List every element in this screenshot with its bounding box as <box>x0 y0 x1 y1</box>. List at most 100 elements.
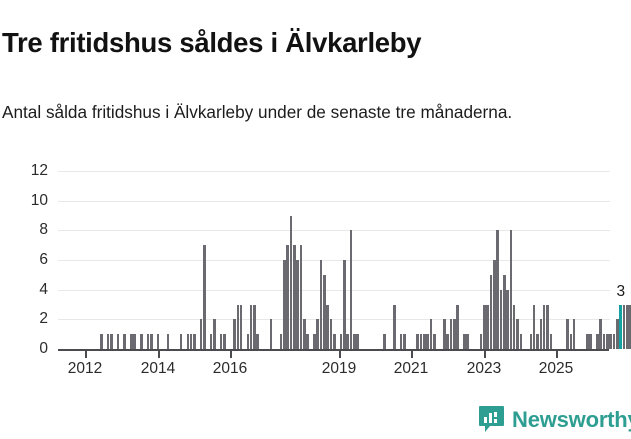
bar <box>179 334 183 349</box>
bar <box>479 334 483 349</box>
bar <box>416 334 419 349</box>
bar <box>116 334 120 349</box>
bar <box>209 334 213 349</box>
bar <box>586 334 589 349</box>
bar <box>596 334 599 349</box>
bar <box>199 319 203 349</box>
bar <box>462 334 466 349</box>
bar <box>466 334 469 349</box>
bar <box>529 334 533 349</box>
bar <box>509 230 513 349</box>
bar <box>203 245 206 349</box>
bar <box>249 304 253 349</box>
bar <box>532 304 536 349</box>
bar <box>329 319 333 349</box>
bar <box>146 334 150 349</box>
bar <box>542 304 546 349</box>
bar <box>286 245 290 349</box>
bar <box>446 334 449 349</box>
bar <box>189 334 193 349</box>
bar <box>442 319 446 349</box>
bar <box>612 334 616 349</box>
bar <box>626 304 629 349</box>
bar <box>316 319 320 349</box>
bar <box>616 319 619 349</box>
bar <box>99 334 103 349</box>
bar <box>606 334 609 349</box>
y-tick-label: 6 <box>39 251 48 268</box>
bar <box>589 334 593 349</box>
bar <box>303 319 306 349</box>
x-tick-mark <box>230 351 232 358</box>
bar <box>496 230 499 349</box>
gridline-6 <box>58 260 610 261</box>
x-tick-mark <box>556 351 558 358</box>
logo-wordmark: Newsworthy <box>512 406 631 432</box>
bar <box>572 319 576 349</box>
x-tick-label: 2019 <box>321 360 357 377</box>
bar <box>599 319 603 349</box>
bar <box>253 304 256 349</box>
gridline-2 <box>58 319 610 321</box>
bar <box>539 319 543 349</box>
page-title: Tre fritidshus såldes i Älvkarleby <box>2 27 422 59</box>
bar <box>339 334 343 349</box>
bar <box>399 334 403 349</box>
bar <box>566 319 569 349</box>
bar <box>429 319 433 349</box>
bar <box>349 230 353 349</box>
bar <box>156 334 160 349</box>
bar-chart: 0 2 4 6 8 10 12 3 2012 2014 2016 2019 2021 2023 2025 <box>0 160 631 390</box>
chart-bars: 3 <box>58 171 631 349</box>
bar <box>622 304 626 349</box>
gridline-4 <box>58 289 610 291</box>
bar <box>186 334 190 349</box>
bar <box>283 260 286 349</box>
bar <box>452 319 456 349</box>
gridline-8 <box>58 230 610 232</box>
bar <box>482 304 486 349</box>
bar <box>299 245 303 349</box>
y-tick-label: 4 <box>39 280 48 298</box>
x-axis-line <box>58 349 609 351</box>
bar <box>239 304 243 349</box>
x-tick-label: 2016 <box>212 360 248 377</box>
bar <box>233 319 236 349</box>
bar <box>223 334 226 349</box>
bar <box>139 334 143 349</box>
bar <box>422 334 426 349</box>
bar <box>449 319 453 349</box>
bar <box>109 334 113 349</box>
bar <box>502 274 506 349</box>
bar <box>213 319 216 349</box>
bar <box>506 289 509 349</box>
x-tick-label: 2023 <box>466 360 502 377</box>
bar <box>323 274 326 349</box>
x-tick-mark <box>411 351 413 358</box>
bar <box>269 319 273 349</box>
x-tick-label: 2021 <box>393 360 429 377</box>
highlighted-bar <box>619 304 623 349</box>
bar <box>419 334 423 349</box>
bar <box>246 334 250 349</box>
bar <box>536 334 539 349</box>
bar <box>426 334 429 349</box>
bar <box>326 304 329 349</box>
bar <box>489 274 493 349</box>
bar <box>149 334 153 349</box>
bar <box>256 334 260 349</box>
bar <box>403 334 406 349</box>
bar <box>516 319 519 349</box>
bar <box>319 260 323 349</box>
bar <box>219 334 223 349</box>
x-tick-mark <box>484 351 486 358</box>
chart-gridlines <box>58 171 610 349</box>
bar <box>383 334 386 349</box>
bar-value-label: 3 <box>616 282 626 300</box>
y-tick-label: 8 <box>39 221 48 239</box>
newsworthy-logo[interactable]: Newsworthy <box>478 405 631 434</box>
bar <box>106 334 110 349</box>
bar <box>279 334 283 349</box>
bar <box>492 260 496 349</box>
